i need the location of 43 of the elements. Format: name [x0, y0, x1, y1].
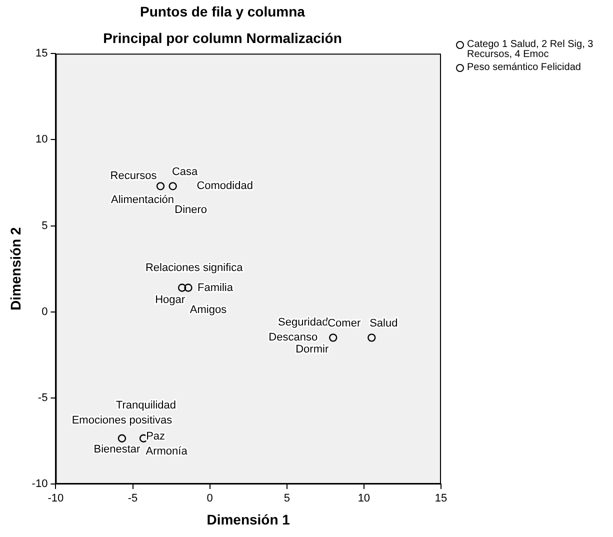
annotation: Bienestar [94, 443, 141, 456]
y-tick-label: 0 [42, 306, 48, 318]
x-tick-label: 15 [434, 492, 448, 505]
point [184, 284, 192, 292]
annotation: Relaciones significa [145, 262, 244, 274]
chart-title: Puntos de fila y columna [140, 3, 306, 20]
point [329, 334, 338, 342]
legend-label: Catego 1 Salud, 2 Rel Sig, 3 Recursos, 4 Emoc [467, 39, 594, 60]
annotation: Recursos [110, 170, 158, 182]
x-tick-label: 5 [284, 492, 290, 505]
annotation: Alimentación [111, 194, 174, 206]
x-tick-label: 0 [206, 492, 213, 505]
annotation: Emociones positivas [72, 414, 173, 426]
annotation: Seguridad [278, 316, 328, 329]
chart-subtitle: Principal por column Normalización [103, 30, 342, 46]
point [156, 182, 165, 190]
annotation: Comer [328, 318, 361, 330]
y-tick-label: -5 [38, 392, 48, 404]
point [168, 182, 177, 190]
annotation: Hogar [155, 294, 186, 306]
annotation: Dormir [296, 344, 329, 356]
x-tick-label: 10 [358, 492, 370, 505]
annotation: Tranquilidad [116, 399, 176, 412]
annotation: Armonía [146, 445, 188, 458]
annotation: Casa [172, 166, 199, 178]
annotation: Familia [198, 282, 234, 294]
y-tick-label: -10 [32, 478, 48, 490]
x-axis-title: Dimensión 1 [206, 511, 290, 528]
point [118, 434, 126, 442]
point [368, 334, 376, 342]
x-tick-label: -5 [128, 492, 138, 505]
annotation: Comodidad [196, 180, 253, 192]
y-tick-label: 10 [35, 134, 48, 146]
annotation: Dinero [174, 204, 208, 216]
annotation: Salud [370, 318, 398, 330]
y-tick-label: 15 [35, 48, 48, 60]
annotation: Descanso [268, 332, 318, 344]
annotation: Amigos [190, 304, 228, 316]
y-tick-label: 5 [42, 220, 48, 232]
point [178, 284, 186, 292]
legend-label: Peso semántico Felicidad [467, 62, 581, 73]
annotation: Paz [146, 430, 166, 442]
y-axis-title: Dimensión 2 [7, 226, 24, 310]
